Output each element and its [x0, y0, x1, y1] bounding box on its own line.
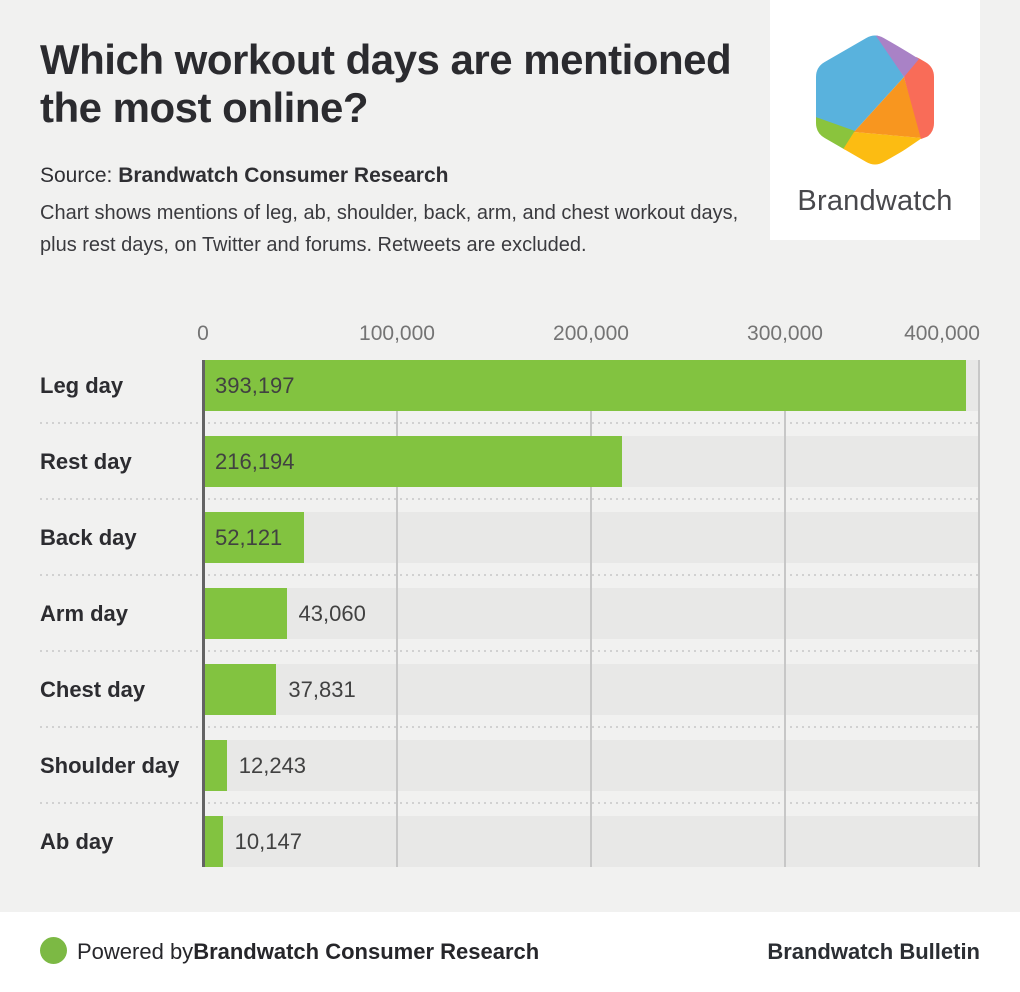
axis-tick-label: 0 — [197, 322, 209, 345]
gridline — [978, 360, 980, 867]
source-name: Brandwatch Consumer Research — [118, 164, 449, 187]
category-label: Arm day — [40, 600, 129, 626]
value-label: 43,060 — [298, 600, 366, 626]
gridline — [590, 360, 592, 867]
axis-tick-label: 100,000 — [359, 322, 435, 345]
bar — [203, 816, 223, 867]
hex-facet-blue — [816, 35, 904, 132]
bar — [203, 436, 623, 487]
brandwatch-hexagon-icon — [816, 35, 934, 165]
brandwatch-logo-card: Brandwatch — [770, 0, 980, 240]
bar — [203, 588, 287, 639]
category-label: Chest day — [40, 676, 146, 702]
row-separator-dotted-line — [40, 574, 980, 576]
category-label: Leg day — [40, 372, 124, 398]
row-separator-dotted-line — [40, 802, 980, 804]
axis-tick-label: 300,000 — [747, 322, 823, 345]
hex-facet-purple — [872, 35, 919, 77]
powered-by-prefix: Powered by — [77, 939, 194, 964]
category-label: Shoulder day — [40, 752, 180, 778]
powered-by-text: Powered by Brandwatch Consumer Research — [77, 912, 539, 992]
axis-tick-label: 400,000 — [904, 322, 980, 345]
category-label: Ab day — [40, 828, 114, 854]
category-label: Back day — [40, 524, 137, 550]
row-separator-dotted-line — [40, 422, 980, 424]
chart-description: Chart shows mentions of leg, ab, shoulde… — [40, 202, 739, 256]
value-label: 393,197 — [215, 372, 295, 398]
page-title: Which workout days are mentioned the mos… — [40, 36, 732, 131]
source-label: Source: — [40, 164, 119, 187]
brandwatch-logotype: Brandwatch — [797, 185, 953, 217]
value-label: 12,243 — [238, 752, 307, 778]
bar — [203, 512, 305, 563]
gridline — [396, 360, 398, 867]
value-label: 10,147 — [234, 828, 302, 854]
bar-track: 216,194 — [203, 436, 980, 487]
bulletin-title: Brandwatch Bulletin — [767, 939, 980, 964]
green-dot-icon — [40, 937, 67, 964]
axis-tick-label: 200,000 — [553, 322, 629, 345]
source-line: Source: Brandwatch Consumer Research — [40, 164, 449, 188]
gridline — [784, 360, 786, 867]
row-separator-dotted-line — [40, 650, 980, 652]
bar — [203, 740, 227, 791]
row-separator-dotted-line — [40, 726, 980, 728]
footer-bar: Powered by Brandwatch Consumer Research … — [0, 912, 1020, 992]
value-label: 52,121 — [215, 524, 283, 550]
powered-by-name: Brandwatch Consumer Research — [193, 939, 540, 964]
hex-facet-orange — [854, 77, 922, 138]
category-label: Rest day — [40, 448, 132, 474]
hex-facet-coral — [904, 57, 934, 139]
bar-chart: 0 100,000 200,000 300,000 400,000 Leg day 393,… — [40, 322, 980, 867]
bar-track: 393,197 — [203, 360, 980, 411]
value-label: 216,194 — [215, 448, 295, 474]
bar — [203, 664, 277, 715]
axis-zero-line — [202, 360, 205, 867]
value-label: 37,831 — [288, 676, 356, 702]
row-separator-dotted-line — [40, 498, 980, 500]
hex-facet-green — [816, 116, 855, 151]
bar — [203, 360, 966, 411]
